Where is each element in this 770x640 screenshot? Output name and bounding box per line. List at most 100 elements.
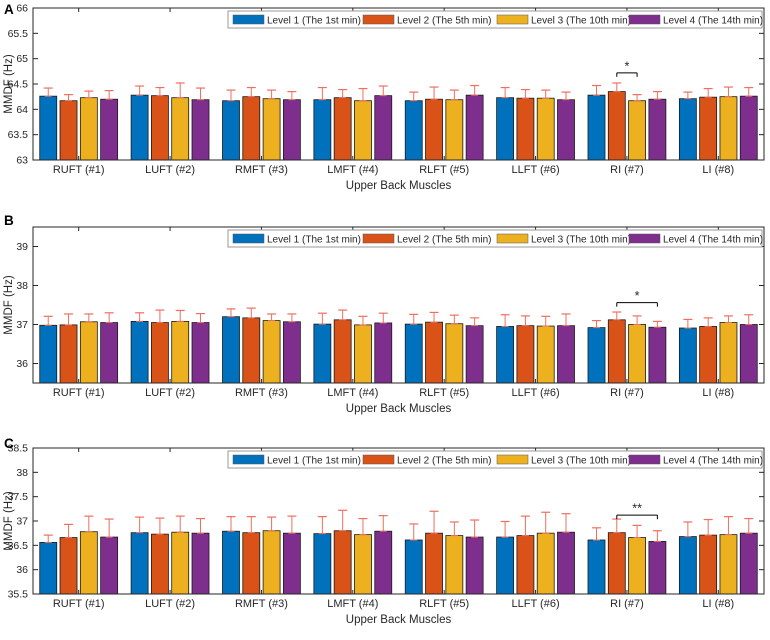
bar <box>333 530 352 595</box>
y-tick-label: 65 <box>16 53 28 65</box>
bar <box>445 535 464 595</box>
y-tick-label: 36 <box>16 564 28 576</box>
category-label: LI (#8) <box>702 387 734 399</box>
legend-label: Level 1 (The 1st min) <box>267 235 361 246</box>
bar <box>536 325 555 384</box>
bar <box>354 100 372 161</box>
legend-swatch <box>362 233 395 244</box>
legend-label: Level 2 (The 5th min) <box>397 16 492 27</box>
legend-label: Level 3 (The 10th min) <box>531 456 631 467</box>
category-label: RMFT (#3) <box>235 164 288 176</box>
bar <box>374 530 393 595</box>
y-tick-label: 37 <box>16 319 28 331</box>
bar <box>151 95 169 161</box>
bar <box>739 532 758 595</box>
bar <box>648 541 667 595</box>
bar <box>699 326 718 384</box>
significance-label: ** <box>632 502 642 516</box>
bar <box>536 532 555 595</box>
legend <box>227 10 763 29</box>
legend-swatch <box>496 454 529 465</box>
bar <box>607 319 626 384</box>
y-tick-label: 38 <box>16 280 28 292</box>
bar <box>557 531 575 595</box>
category-label: LI (#8) <box>702 164 734 176</box>
bar <box>678 327 697 384</box>
bar <box>587 539 606 595</box>
x-axis-title: Upper Back Muscles <box>346 403 452 415</box>
bar <box>404 539 423 595</box>
legend-label: Level 4 (The 14th min) <box>663 456 763 467</box>
bar <box>628 324 646 384</box>
y-axis-title: MMDF (Hz) <box>3 275 15 335</box>
bar <box>59 537 78 595</box>
legend-label: Level 2 (The 5th min) <box>397 456 492 467</box>
bar <box>607 91 626 161</box>
bar <box>242 96 261 161</box>
panel-c-label: C <box>4 436 14 451</box>
bar <box>222 530 240 595</box>
category-label: LUFT (#2) <box>145 164 195 176</box>
bar <box>100 322 119 384</box>
category-label: LLFT (#6) <box>512 598 560 610</box>
category-label: RLFT (#5) <box>419 387 469 399</box>
bar <box>151 533 169 595</box>
bar <box>151 322 169 384</box>
bar <box>678 536 697 595</box>
bar <box>404 323 423 384</box>
legend-label: Level 2 (The 5th min) <box>397 235 492 246</box>
y-tick-label: 38 <box>16 467 28 479</box>
y-tick-label: 64 <box>16 104 28 116</box>
bar <box>59 324 78 384</box>
bar <box>242 317 261 384</box>
bar <box>282 532 301 595</box>
legend-label: Level 1 (The 1st min) <box>267 456 361 467</box>
panel-b: B 36 37 38 39 RUFT (#1) LUFT (#2) RMFT (#3) LMF… <box>0 205 770 420</box>
category-label: LMFT (#4) <box>327 387 378 399</box>
category-label: RMFT (#3) <box>235 387 288 399</box>
bar <box>678 98 697 161</box>
legend-swatch <box>496 233 529 244</box>
legend-swatch <box>362 14 395 25</box>
bar <box>171 320 190 384</box>
bar <box>100 536 119 595</box>
bar <box>242 532 261 595</box>
bar <box>374 95 393 161</box>
bar <box>536 97 555 161</box>
bar <box>130 94 149 161</box>
panel-c-chart: 35.5 36 36.5 37 37.5 38 38.5 RUFT (#1) LUFT (#2)… <box>3 443 765 626</box>
legend-swatch <box>628 14 661 25</box>
panel-b-label: B <box>4 213 14 228</box>
category-label: RI (#7) <box>610 164 644 176</box>
category-label: LUFT (#2) <box>145 387 195 399</box>
bar <box>607 532 626 595</box>
category-label: RLFT (#5) <box>419 598 469 610</box>
bar <box>516 535 535 595</box>
y-tick-label: 38.5 <box>8 443 29 455</box>
bar <box>699 534 718 595</box>
bar <box>262 320 281 384</box>
panel-a-label: A <box>4 2 14 17</box>
y-tick-label: 64.5 <box>8 79 29 91</box>
bar <box>425 98 443 161</box>
bar <box>39 542 58 595</box>
bar <box>79 321 98 384</box>
bar <box>404 100 423 161</box>
legend-label: Level 3 (The 10th min) <box>531 235 631 246</box>
bar <box>79 97 98 161</box>
legend-swatch <box>232 14 265 25</box>
bar <box>516 325 535 384</box>
bar <box>222 316 240 384</box>
significance-label: * <box>625 59 630 73</box>
category-label: RI (#7) <box>610 387 644 399</box>
legend <box>227 229 763 248</box>
category-label: RUFT (#1) <box>53 387 105 399</box>
y-tick-label: 36 <box>16 358 28 370</box>
legend-swatch <box>362 454 395 465</box>
legend-label: Level 4 (The 14th min) <box>663 16 763 27</box>
bar <box>557 99 575 161</box>
bar <box>516 97 535 161</box>
bar <box>313 533 332 595</box>
bar <box>557 325 575 384</box>
bar <box>648 326 667 384</box>
